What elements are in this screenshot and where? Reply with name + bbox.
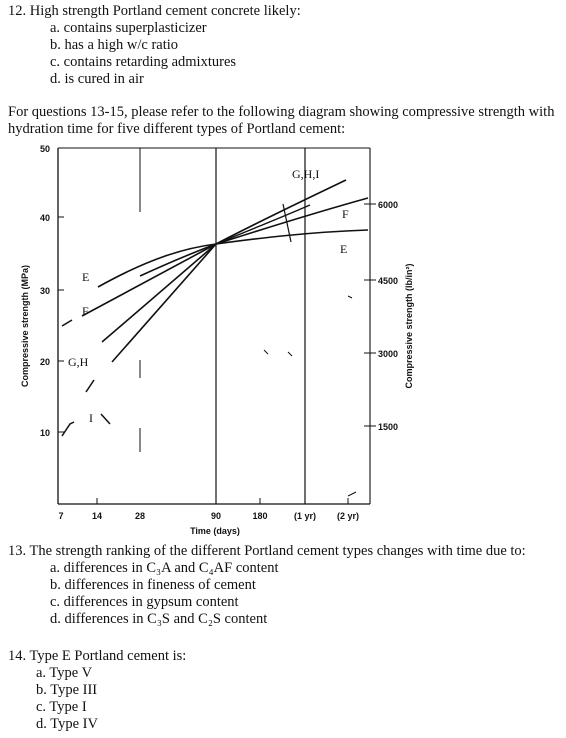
question-14-option-c: c. Type I: [36, 699, 87, 715]
y2-tick-label: 1500: [378, 422, 398, 432]
strength-chart: 50 40 30 20 10 6000 4500 3000 1500 7 14 …: [20, 144, 414, 536]
curve-label-f-right: F: [342, 207, 349, 221]
question-14-option-d: d. Type IV: [36, 716, 98, 732]
curve-fragment: [263, 349, 269, 355]
curve-gh-early: [111, 243, 217, 363]
y-tick-label: 20: [40, 357, 50, 367]
curve-fragment: [287, 351, 293, 357]
curve-f-start: [61, 319, 73, 327]
x-tick-label: (1 yr): [294, 511, 316, 521]
x-tick-label: 14: [92, 511, 102, 521]
y2-tick-label: 6000: [378, 200, 398, 210]
x-tick-label: 90: [211, 511, 221, 521]
x-tick-label: (2 yr): [337, 511, 359, 521]
question-12-stem: 12. High strength Portland cement concre…: [8, 3, 301, 19]
y-ticks: 50 40 30 20 10: [40, 144, 64, 438]
curve-fragment: [347, 491, 357, 497]
y-tick-label: 50: [40, 144, 50, 154]
curve-label-ghi: G,H,I: [292, 167, 319, 181]
x-tick-label: 180: [252, 511, 267, 521]
question-13: 13. The strength ranking of the differen…: [8, 543, 526, 628]
x-tick-label: 7: [58, 511, 63, 521]
y2-axis-title: Compressive strength (lb/in²): [404, 263, 414, 388]
curve-i-start: [61, 421, 75, 437]
curve-label-i: I: [89, 411, 93, 425]
curve-gh-start: [85, 379, 95, 393]
curve-f-early: [101, 243, 217, 343]
curve-i-early: [100, 413, 111, 425]
curve-e-early: [81, 243, 217, 317]
y2-tick-label: 4500: [378, 276, 398, 286]
question-14-option-a: a. Type V: [36, 665, 93, 681]
x-tick-label: 28: [135, 511, 145, 521]
question-13-option-a: a. differences in C₃A and C₄AF content: [50, 560, 279, 576]
question-12: 12. High strength Portland cement concre…: [8, 3, 301, 88]
curve-label-e-right: E: [340, 242, 347, 256]
curve-tick-mark: [282, 203, 292, 243]
x-ticks: 7 14 28 90 180 (1 yr) (2 yr): [58, 498, 359, 521]
x-axis-title: Time (days): [190, 526, 240, 536]
y-axis-title: Compressive strength (MPa): [20, 265, 30, 387]
question-13-option-d: d. differences in C₃S and C₂S content: [50, 611, 268, 627]
y-tick-label: 30: [40, 286, 50, 296]
y2-tick-label: 3000: [378, 349, 398, 359]
question-12-option-a: a. contains superplasticizer: [50, 20, 207, 36]
question-13-stem: 13. The strength ranking of the differen…: [8, 543, 526, 559]
question-12-option-d: d. is cured in air: [50, 71, 144, 87]
curve-ghi: [215, 179, 347, 245]
diagram-intro-text: For questions 13-15, please refer to the…: [8, 104, 555, 137]
curve-label-f-left: F: [82, 304, 89, 318]
question-12-option-b: b. has a high w/c ratio: [50, 37, 179, 53]
curve-ghi-inner: [215, 204, 311, 245]
question-14-option-b: b. Type III: [36, 682, 98, 698]
question-12-option-c: c. contains retarding admixtures: [50, 54, 237, 70]
question-14: 14. Type E Portland cement is: a. Type V…: [8, 648, 186, 733]
curve-fragment: [347, 295, 353, 299]
question-13-option-c: c. differences in gypsum content: [50, 594, 239, 610]
question-14-stem: 14. Type E Portland cement is:: [8, 648, 187, 664]
curve-label-e-left: E: [82, 270, 89, 284]
y-tick-label: 10: [40, 428, 50, 438]
question-13-option-b: b. differences in fineness of cement: [50, 577, 256, 593]
y2-ticks: 6000 4500 3000 1500: [364, 200, 398, 432]
curve-label-gh: G,H: [68, 355, 89, 369]
y-tick-label: 40: [40, 213, 50, 223]
curve-f: [139, 197, 369, 277]
